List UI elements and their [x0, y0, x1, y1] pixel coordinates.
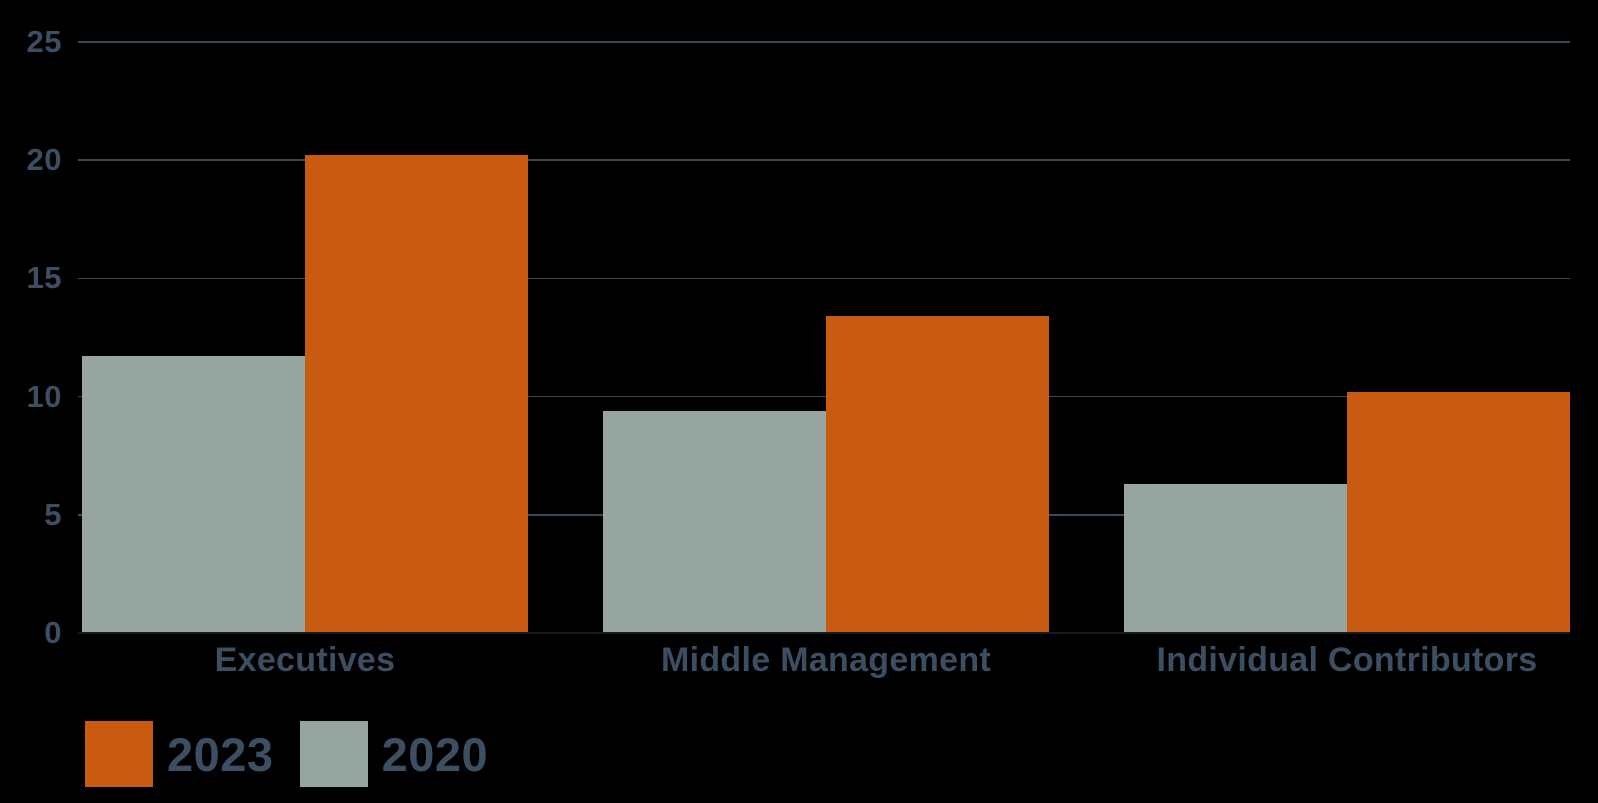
y-tick-label-5: 5 — [44, 496, 62, 532]
y-tick-label-10: 10 — [26, 378, 62, 414]
legend-label-2023: 2023 — [167, 727, 274, 781]
gridline-25 — [78, 41, 1570, 43]
gridline-10 — [78, 395, 1570, 398]
legend-swatch-2023 — [85, 721, 153, 787]
gridline-15 — [78, 277, 1570, 280]
x-axis-labels: Executives Middle Management Individual Co… — [0, 641, 1598, 683]
bar-2023-middle-management — [826, 316, 1049, 633]
legend: 2023 2020 — [85, 719, 514, 789]
plot-area — [78, 41, 1570, 634]
x-category-label-individual-contributors: Individual Contributors — [1156, 641, 1538, 679]
legend-label-2020: 2020 — [381, 727, 489, 781]
legend-swatch-2020 — [299, 721, 368, 787]
y-tick-label-15: 15 — [26, 260, 62, 296]
bar-2020-individual-contributors — [1124, 484, 1347, 633]
y-axis-labels: 0 5 10 15 20 25 — [0, 25, 64, 650]
gridline-20 — [78, 159, 1570, 161]
x-category-label-middle-management: Middle Management — [660, 641, 992, 679]
legend-item-2020: 2020 — [299, 721, 515, 787]
y-tick-label-0: 0 — [44, 615, 62, 650]
y-tick-label-20: 20 — [26, 142, 62, 178]
x-axis-baseline — [78, 632, 1570, 634]
bar-2020-middle-management — [603, 411, 826, 633]
x-category-label-executives: Executives — [214, 641, 396, 679]
bar-2020-executives — [82, 356, 305, 633]
legend-item-2023: 2023 — [85, 721, 300, 787]
y-tick-label-25: 25 — [26, 24, 62, 59]
bar-2023-individual-contributors — [1347, 392, 1570, 633]
bar-2023-executives — [305, 155, 528, 633]
